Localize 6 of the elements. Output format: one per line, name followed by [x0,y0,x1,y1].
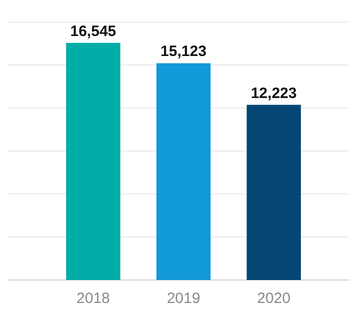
data-label: 12,223 [250,84,297,102]
data-label: 16,545 [70,22,116,40]
x-tick-label: 2018 [76,290,110,307]
x-tick-label: 2020 [257,290,290,307]
data-label: 15,123 [160,43,206,60]
x-tick-label: 2019 [166,290,200,307]
